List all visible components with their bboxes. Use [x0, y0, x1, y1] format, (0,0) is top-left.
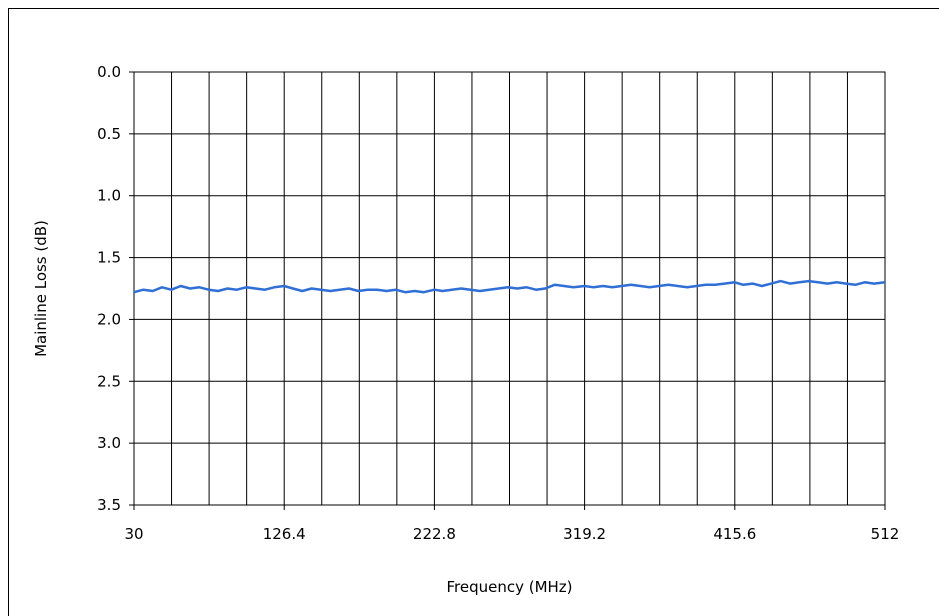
- y-tick-label: 3.0: [97, 434, 121, 452]
- x-tick-label: 126.4: [263, 525, 306, 543]
- x-tick-label: 30: [124, 525, 143, 543]
- x-tick-label: 512: [871, 525, 900, 543]
- y-tick-label: 3.5: [97, 496, 121, 514]
- plot-area: [133, 71, 886, 506]
- y-tick-label: 0.5: [97, 125, 121, 143]
- y-tick-label: 1.0: [97, 187, 121, 205]
- x-tick-label: 222.8: [413, 525, 456, 543]
- x-tick-labels: 30 126.4 222.8 319.2 415.6 512: [124, 505, 899, 543]
- y-tick-label: 2.0: [97, 310, 121, 328]
- y-tick-label: 2.5: [97, 372, 121, 390]
- y-tick-labels: 0.0 0.5 1.0 1.5 2.0 2.5 3.0 3.5: [97, 63, 134, 514]
- chart-frame: [8, 8, 939, 616]
- x-axis-title: Frequency (MHz): [446, 578, 572, 596]
- series-line: [133, 279, 886, 294]
- y-axis-title: Mainline Loss (dB): [32, 220, 50, 357]
- x-tick-label: 319.2: [563, 525, 606, 543]
- y-tick-label: 0.0: [97, 63, 121, 81]
- y-tick-label: 1.5: [97, 249, 121, 267]
- x-tick-label: 415.6: [713, 525, 756, 543]
